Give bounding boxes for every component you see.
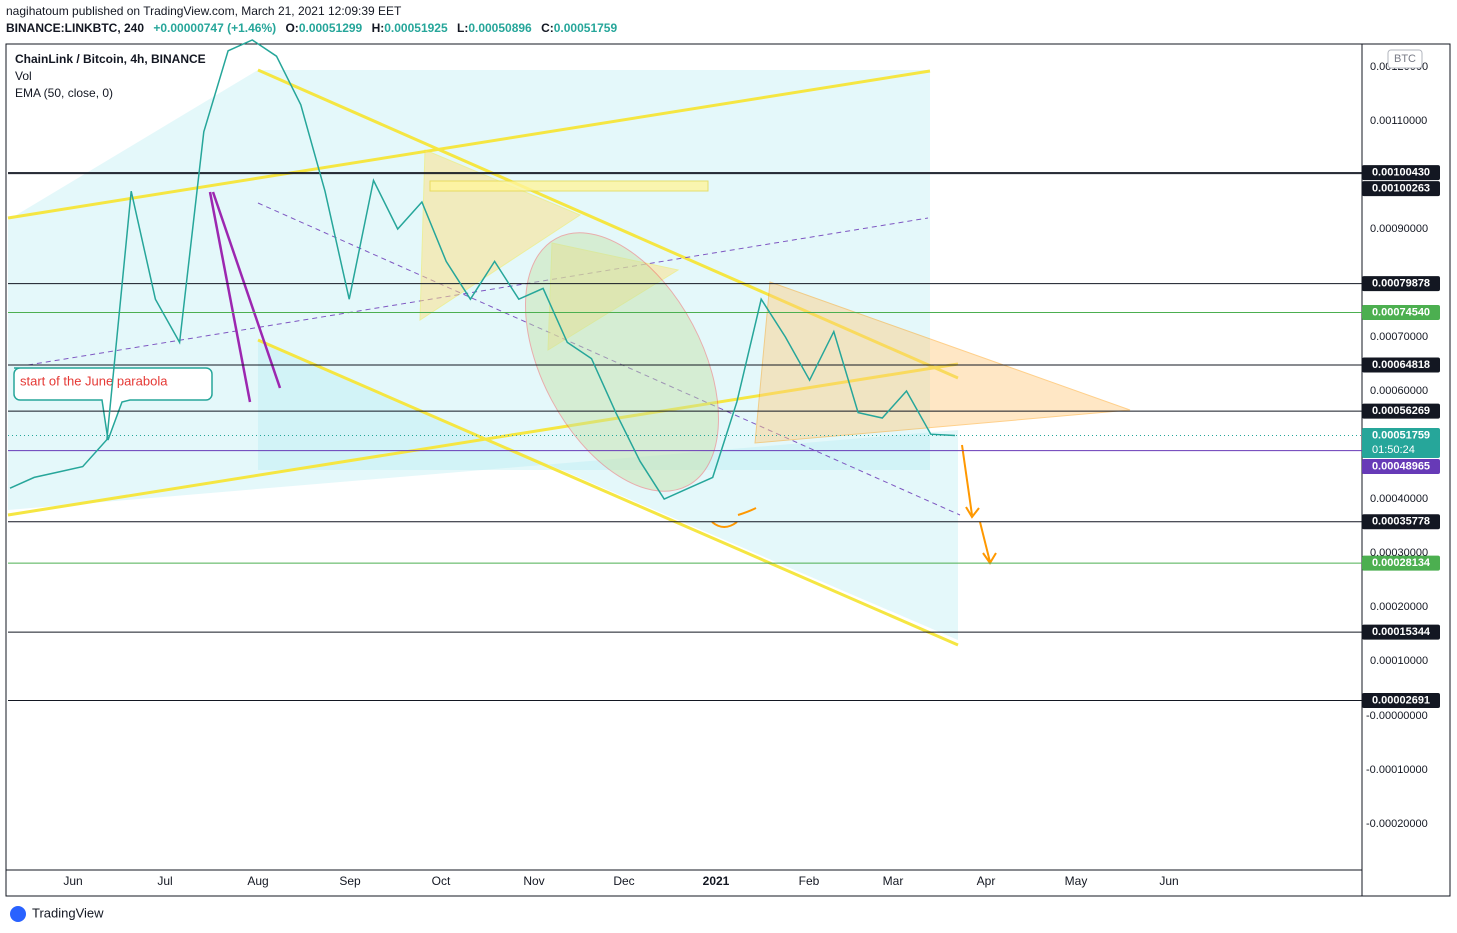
- level-badge: [1362, 304, 1440, 320]
- volume-tick-label: -0.00010000: [1366, 764, 1428, 776]
- x-tick-label: May: [1065, 874, 1088, 888]
- level-label: 0.00028134: [1372, 557, 1431, 569]
- level-badge: [1362, 459, 1440, 475]
- currency-badge: [1387, 49, 1423, 69]
- y-tick-label: 0.00090000: [1370, 223, 1428, 235]
- flag-line: [208, 191, 252, 403]
- zone: [429, 180, 709, 192]
- level-badge: [1362, 403, 1440, 419]
- y-tick-label: 0.00030000: [1370, 547, 1428, 559]
- legend-item: Vol: [15, 69, 32, 83]
- channel-fill: [8, 70, 958, 640]
- change: +0.00000747 (+1.46%): [153, 21, 276, 35]
- level-label: 0.00074540: [1372, 306, 1430, 318]
- currency: BTC: [1394, 53, 1416, 65]
- price-line: [9, 39, 956, 500]
- level-label: 0.00051759: [1372, 429, 1430, 441]
- symbol: BINANCE:LINKBTC, 240: [6, 21, 144, 35]
- level-badge: [1362, 514, 1440, 530]
- volume-tick-label: -0.00020000: [1366, 818, 1428, 830]
- level-label: 0.00064818: [1372, 359, 1430, 371]
- legend-item: EMA (50, close, 0): [15, 86, 113, 100]
- callout: [13, 367, 213, 441]
- ohlc-key: H:: [372, 21, 385, 35]
- ohlc-row: BINANCE:LINKBTC, 240 +0.00000747 (+1.46%…: [6, 21, 617, 35]
- arrow: [711, 507, 757, 528]
- x-tick-label: Apr: [977, 874, 996, 888]
- level-badge: [1362, 624, 1440, 640]
- y-tick-label: 0.00110000: [1370, 115, 1427, 127]
- publisher: nagihatoum published on TradingView.com,…: [6, 4, 402, 18]
- x-tick-label: Oct: [432, 874, 451, 888]
- chart-frame: [5, 43, 1451, 897]
- x-tick-label: Feb: [799, 874, 820, 888]
- countdown: 01:50:24: [1372, 444, 1415, 456]
- brand: TradingView: [32, 905, 104, 920]
- annotation: start of the June parabola: [20, 373, 168, 388]
- ohlc-key: O:: [285, 21, 298, 35]
- trend-line: [257, 68, 959, 380]
- ohlc-key: C:: [541, 21, 554, 35]
- dashed-line: [257, 202, 961, 516]
- level-badge: [1362, 181, 1440, 197]
- level-badge: [1362, 357, 1440, 373]
- legend-item: ChainLink / Bitcoin, 4h, BINANCE: [15, 52, 206, 66]
- level-label: 0.00100430: [1372, 167, 1430, 179]
- triangle: [754, 281, 1131, 444]
- y-tick-label: 0.00020000: [1370, 601, 1428, 613]
- trend-line: [257, 338, 959, 647]
- x-tick-label: 2021: [703, 874, 730, 888]
- y-tick-label: 0.00040000: [1370, 493, 1428, 505]
- y-tick-label: 0.00070000: [1370, 331, 1428, 343]
- ohlc-key: L:: [457, 21, 468, 35]
- ohlc-value: 0.00051299: [299, 21, 363, 35]
- level-badge: [1362, 165, 1440, 181]
- level-label: 0.00015344: [1372, 626, 1431, 638]
- level-label: 0.00079878: [1372, 278, 1430, 290]
- x-tick-label: Jul: [157, 874, 172, 888]
- level-label: 0.00056269: [1372, 405, 1430, 417]
- triangle: [547, 242, 680, 351]
- arrow: [961, 444, 980, 519]
- flag-line: [211, 191, 282, 389]
- x-tick-label: Jun: [63, 874, 82, 888]
- level-badge: [1362, 276, 1440, 292]
- ohlc-value: 0.00051925: [384, 21, 448, 35]
- trend-line: [7, 69, 931, 220]
- volume-tick-label: -0.00000000: [1366, 710, 1428, 722]
- dashed-line: [27, 217, 929, 366]
- ellipse: [525, 232, 719, 492]
- level-label: 0.00002691: [1372, 694, 1430, 706]
- level-badge: [1362, 692, 1440, 708]
- x-tick-label: Jun: [1159, 874, 1178, 888]
- x-tick-label: Mar: [883, 874, 904, 888]
- x-tick-label: Sep: [339, 874, 361, 888]
- x-tick-label: Dec: [613, 874, 634, 888]
- level-label: 0.00100263: [1372, 183, 1430, 195]
- level-badge: [1362, 428, 1440, 459]
- level-label: 0.00048965: [1372, 460, 1430, 472]
- y-tick-label: 0.00010000: [1370, 655, 1428, 667]
- x-tick-label: Nov: [523, 874, 544, 888]
- brand-logo: [10, 906, 26, 922]
- ohlc-value: 0.00050896: [468, 21, 532, 35]
- x-tick-label: Aug: [247, 874, 268, 888]
- ohlc-value: 0.00051759: [554, 21, 618, 35]
- level-badge: [1362, 555, 1440, 571]
- y-tick-label: 0.00060000: [1370, 385, 1428, 397]
- level-label: 0.00035778: [1372, 516, 1430, 528]
